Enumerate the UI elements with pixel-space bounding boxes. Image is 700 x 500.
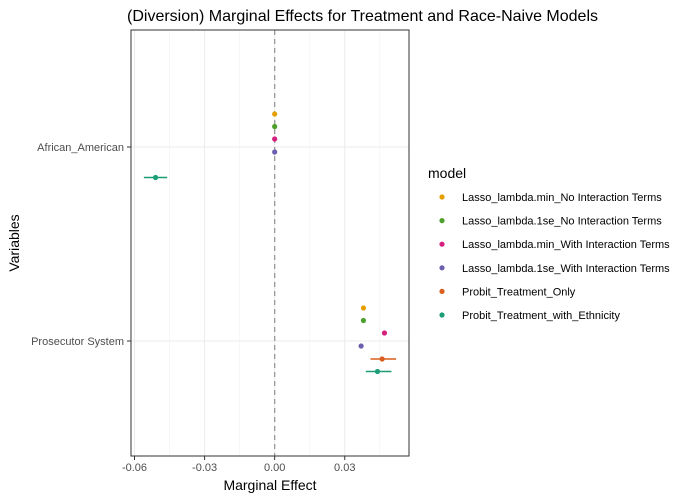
data-point [272,136,278,142]
x-axis-title: Marginal Effect [223,477,316,493]
legend-label: Lasso_lambda.min_No Interaction Terms [462,192,662,204]
x-tick-label: -0.03 [192,462,217,474]
data-point [152,174,159,181]
legend-key [439,312,445,318]
legend: model Lasso_lambda.min_No Interaction Te… [428,165,670,322]
plot-panel [131,30,409,456]
y-tick-label: African_American [37,142,124,154]
data-point [360,305,367,311]
x-tick-label: 0.03 [334,462,355,474]
chart-title: (Diversion) Marginal Effects for Treatme… [127,8,598,25]
data-point [272,111,278,117]
panel-background [131,30,409,456]
legend-label: Lasso_lambda.min_With Interaction Terms [462,239,670,251]
legend-label: Probit_Treatment_Only [462,286,576,298]
legend-key [439,218,445,224]
legend-key [439,288,445,294]
data-point [381,330,388,336]
x-tick-label: 0.00 [264,462,285,474]
y-tick-label: Prosecutor System [31,336,124,348]
y-axis-title: Variables [6,214,22,271]
data-point [360,317,367,324]
legend-key [439,241,445,247]
data-point [272,149,278,155]
data-marks [143,111,397,375]
data-point [358,343,364,349]
data-point [272,123,278,130]
legend-title: model [428,165,466,181]
legend-label: Probit_Treatment_with_Ethnicity [462,310,620,322]
data-point [379,356,385,362]
legend-key [439,194,445,200]
legend-label: Lasso_lambda.1se_With Interaction Terms [462,263,670,275]
x-axis: -0.06 -0.03 0.00 0.03 [122,456,355,474]
legend-key [439,265,445,271]
y-axis: African_American Prosecutor System [31,142,131,348]
x-tick-label: -0.06 [122,462,147,474]
panel-border [130,29,410,457]
data-point [374,368,381,375]
legend-label: Lasso_lambda.1se_No Interaction Terms [462,216,662,228]
